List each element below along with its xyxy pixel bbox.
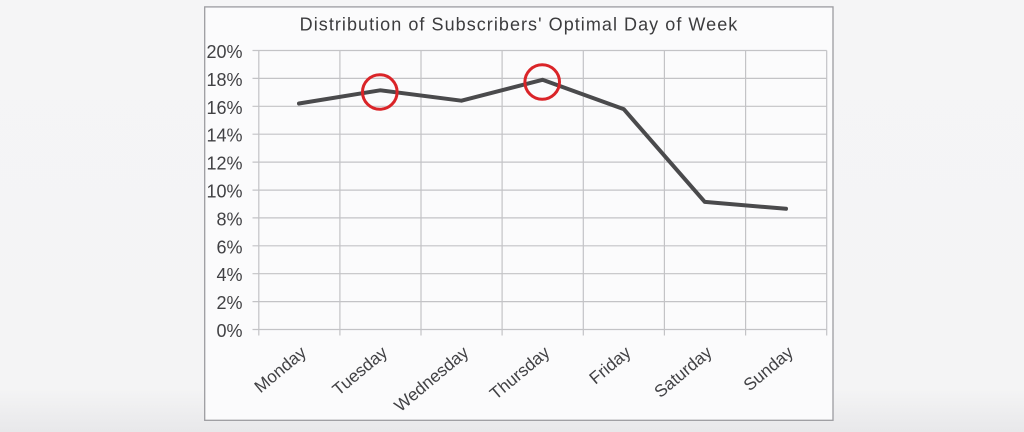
svg-text:8%: 8% [216, 209, 242, 229]
svg-text:14%: 14% [206, 126, 242, 146]
svg-text:16%: 16% [206, 98, 242, 118]
svg-text:2%: 2% [216, 293, 242, 313]
svg-text:0%: 0% [216, 321, 242, 341]
svg-text:4%: 4% [216, 265, 242, 285]
svg-text:12%: 12% [206, 154, 242, 174]
svg-text:18%: 18% [206, 70, 242, 90]
svg-text:20%: 20% [206, 42, 242, 62]
svg-text:Distribution of Subscribers' O: Distribution of Subscribers' Optimal Day… [300, 15, 739, 35]
svg-text:10%: 10% [206, 182, 242, 202]
svg-text:6%: 6% [216, 237, 242, 257]
